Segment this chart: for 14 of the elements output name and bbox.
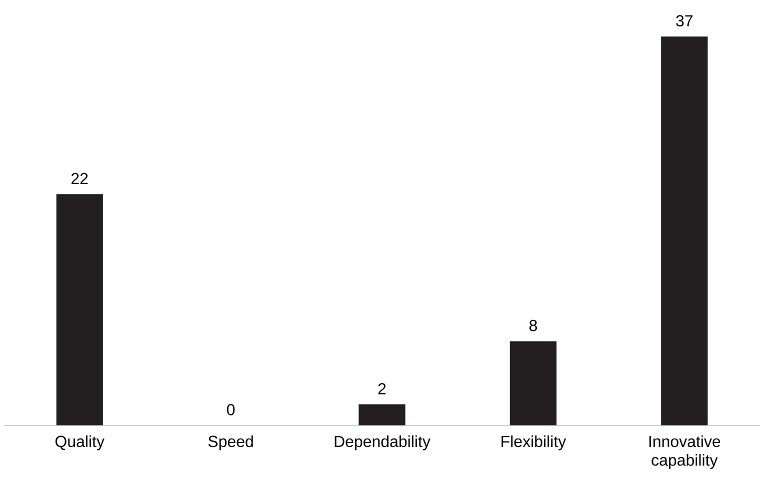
x-tick-label: Flexibility [502,435,566,450]
data-label: 2 [378,383,386,394]
bar [510,341,557,426]
bar [56,194,103,426]
data-label: 37 [676,15,692,26]
bar [661,36,708,426]
x-tick-label: Dependability [334,435,430,450]
bar [358,404,406,426]
data-label: 22 [72,172,88,184]
x-tick-label: Speed [208,435,253,450]
data-label: 0 [226,404,235,416]
data-label: 8 [529,320,537,332]
x-tick-label: Innovative capability [649,435,720,469]
x-tick-label: Quality [55,435,104,450]
